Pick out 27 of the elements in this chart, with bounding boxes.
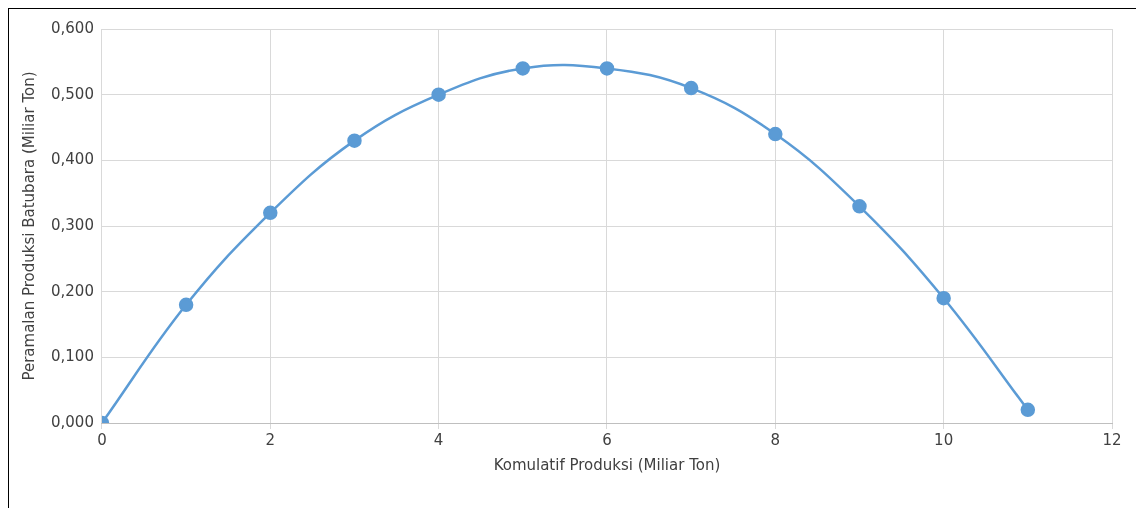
- point: [431, 87, 446, 102]
- y-tick-label: 0,600: [50, 18, 94, 37]
- point: [1020, 402, 1036, 418]
- y-tick-label: 0,100: [50, 347, 94, 366]
- point: [263, 205, 278, 221]
- y-tick-label: 0,000: [50, 412, 94, 431]
- point: [768, 126, 783, 142]
- point: [936, 290, 951, 306]
- point: [683, 80, 699, 96]
- y-axis-title: Peramalan Produksi Batubara (Miliar Ton): [19, 71, 38, 381]
- x-tick-label: 0: [97, 430, 107, 449]
- y-tick-label: 0,200: [50, 281, 94, 300]
- y-tick-label: 0,400: [50, 150, 94, 169]
- x-tick-label: 8: [770, 430, 781, 449]
- y-tick-label: 0,300: [50, 215, 94, 234]
- x-tick-label: 2: [265, 430, 276, 449]
- point: [347, 133, 362, 148]
- point: [852, 199, 867, 214]
- point: [599, 61, 615, 76]
- x-tick-label: 12: [1102, 430, 1122, 449]
- x-tick-label: 10: [934, 430, 954, 449]
- y-tick-label: 0,500: [50, 84, 94, 103]
- x-tick-label: 6: [602, 430, 612, 449]
- x-axis-title: Komulatif Produksi (Miliar Ton): [493, 455, 721, 474]
- point: [515, 61, 531, 76]
- point: [178, 297, 194, 313]
- x-tick-label: 4: [433, 430, 444, 449]
